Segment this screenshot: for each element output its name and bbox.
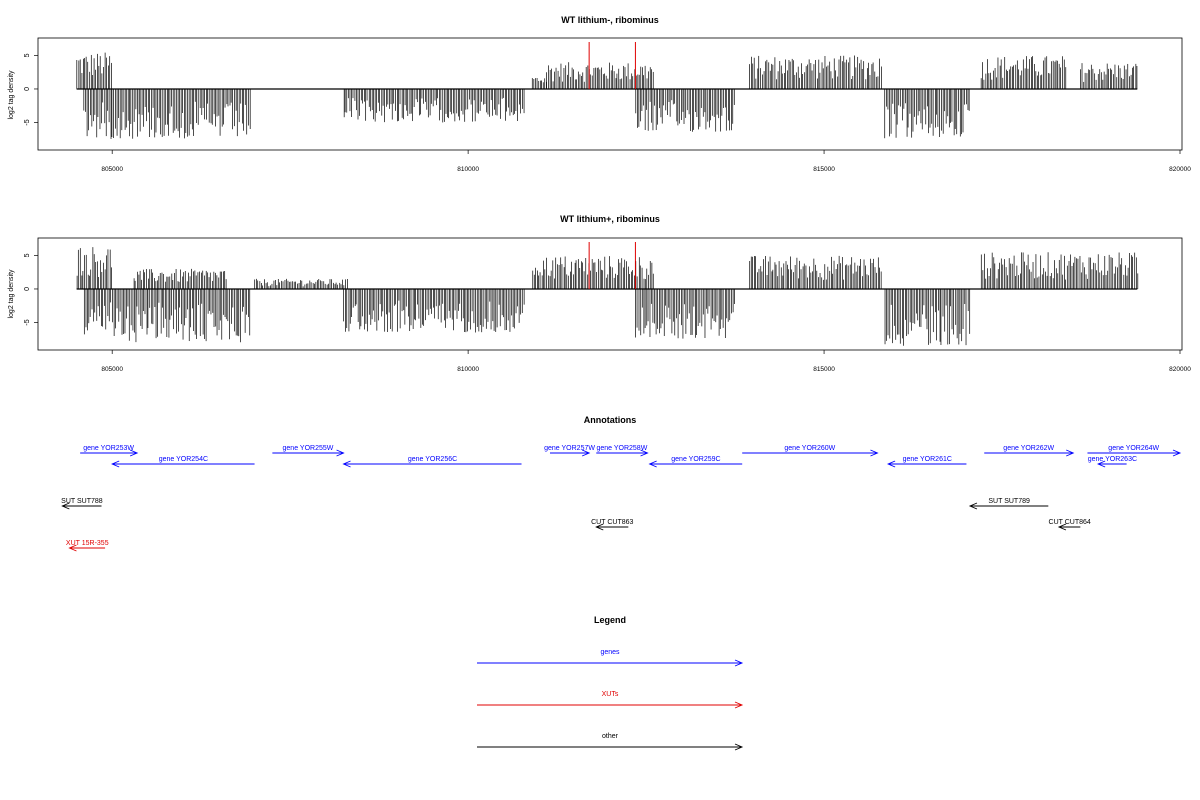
arrow-head-icon [734, 743, 744, 751]
feature-label: SUT SUT788 [61, 498, 103, 505]
feature-label: gene YOR256C [408, 456, 457, 463]
feature-label: gene YOR259C [671, 456, 720, 463]
marker-lines [588, 42, 636, 89]
annotation-feature: SUT SUT789 [968, 498, 1049, 510]
legend-item: other [477, 733, 744, 751]
legend-title: Legend [594, 615, 626, 625]
feature-label: gene YOR258W [596, 445, 647, 452]
legend-label: other [602, 733, 619, 740]
arrow-head-icon [581, 449, 591, 457]
x-tick-label: 815000 [813, 366, 835, 373]
feature-label: gene YOR260W [784, 445, 835, 452]
arrow-head-icon [1066, 449, 1075, 457]
annotation-feature: gene YOR261C [886, 456, 967, 468]
feature-label: SUT SUT789 [988, 498, 1030, 505]
annotation-features: gene YOR253W gene YOR254C gene YOR255W gene… [61, 445, 1182, 552]
feature-label: gene YOR255W [283, 445, 334, 452]
arrow-head-icon [648, 460, 657, 468]
plot-frame [37, 237, 1183, 351]
x-tick-label: 810000 [457, 366, 479, 373]
y-tick-label: -5 [24, 319, 31, 325]
density-bars [76, 247, 1139, 346]
annotation-feature: SUT SUT788 [61, 498, 103, 510]
feature-label: CUT CUT864 [1049, 519, 1091, 526]
annotation-feature: gene YOR264W [1087, 445, 1182, 457]
y-axis-label: log2 tag density [8, 269, 15, 319]
x-tick-label: 805000 [101, 166, 123, 173]
feature-label: gene YOR257W [544, 445, 595, 452]
feature-label: gene YOR253W [83, 445, 134, 452]
x-tick-label: 820000 [1169, 366, 1191, 373]
x-tick-label: 820000 [1169, 166, 1191, 173]
y-tick-label: 0 [24, 87, 31, 91]
arrow-head-icon [886, 460, 896, 468]
annotation-feature: gene YOR262W [984, 445, 1075, 457]
y-tick-label: -5 [24, 119, 31, 125]
track-title: WT lithium+, ribominus [560, 214, 660, 224]
arrow-head-icon [342, 460, 351, 468]
annotation-feature: gene YOR255W [272, 445, 345, 457]
arrow-head-icon [1172, 449, 1182, 457]
annotation-feature: gene YOR263C [1088, 456, 1137, 468]
x-tick-label: 815000 [813, 166, 835, 173]
legend-label: genes [600, 649, 620, 656]
x-tick-label: 805000 [101, 366, 123, 373]
annotation-feature: XUT 15R-355 [66, 540, 109, 552]
legend-panel: Legend genes XUTs other [477, 615, 744, 751]
arrow-head-icon [734, 659, 744, 667]
legend-item: genes [477, 649, 744, 667]
legend-items: genes XUTs other [477, 649, 744, 751]
feature-label: gene YOR261C [903, 456, 952, 463]
arrow-head-icon [336, 449, 345, 457]
arrow-head-icon [68, 544, 77, 552]
annotation-feature: CUT CUT864 [1049, 519, 1091, 531]
track-title: WT lithium-, ribominus [561, 15, 659, 25]
arrow-head-icon [129, 449, 139, 457]
arrow-head-icon [640, 449, 649, 457]
track-panel-lithium-minus: WT lithium-, ribominus log2 tag density … [8, 15, 1191, 173]
annotation-feature: gene YOR259C [648, 456, 743, 468]
annotations-title: Annotations [584, 415, 637, 425]
arrow-head-icon [595, 523, 604, 531]
annotation-feature: gene YOR254C [111, 456, 255, 468]
feature-label: gene YOR262W [1003, 445, 1054, 452]
y-axis-label: log2 tag density [8, 70, 15, 120]
feature-label: gene YOR263C [1088, 456, 1137, 463]
x-axis: 805000 810000 815000 820000 [101, 350, 1191, 373]
y-axis: -5 0 5 [24, 253, 38, 326]
feature-label: gene YOR264W [1108, 445, 1159, 452]
density-bars [76, 52, 1138, 139]
annotation-feature: gene YOR260W [742, 445, 879, 457]
annotation-feature: gene YOR258W [596, 445, 649, 457]
feature-label: XUT 15R-355 [66, 540, 109, 547]
annotation-feature: gene YOR256C [342, 456, 522, 468]
arrow-head-icon [61, 502, 70, 510]
x-axis: 805000 810000 815000 820000 [101, 150, 1191, 173]
annotation-feature: gene YOR253W [80, 445, 139, 457]
track-panel-lithium-plus: WT lithium+, ribominus log2 tag density … [8, 214, 1191, 373]
annotation-feature: gene YOR257W [544, 445, 595, 457]
y-tick-label: 0 [24, 287, 31, 291]
y-tick-label: 5 [24, 53, 31, 57]
plot-frame [37, 37, 1183, 151]
feature-label: CUT CUT863 [591, 519, 633, 526]
x-tick-label: 810000 [457, 166, 479, 173]
arrow-head-icon [1057, 523, 1067, 531]
arrow-head-icon [734, 701, 744, 709]
y-tick-label: 5 [24, 253, 31, 257]
y-axis: -5 0 5 [24, 53, 38, 126]
arrow-head-icon [870, 449, 879, 457]
arrow-head-icon [1096, 460, 1106, 468]
feature-label: gene YOR254C [159, 456, 208, 463]
arrow-head-icon [968, 502, 978, 510]
marker-lines [588, 242, 636, 289]
legend-label: XUTs [602, 691, 619, 698]
arrow-head-icon [111, 460, 120, 468]
legend-item: XUTs [477, 691, 744, 709]
annotation-feature: CUT CUT863 [591, 519, 634, 531]
